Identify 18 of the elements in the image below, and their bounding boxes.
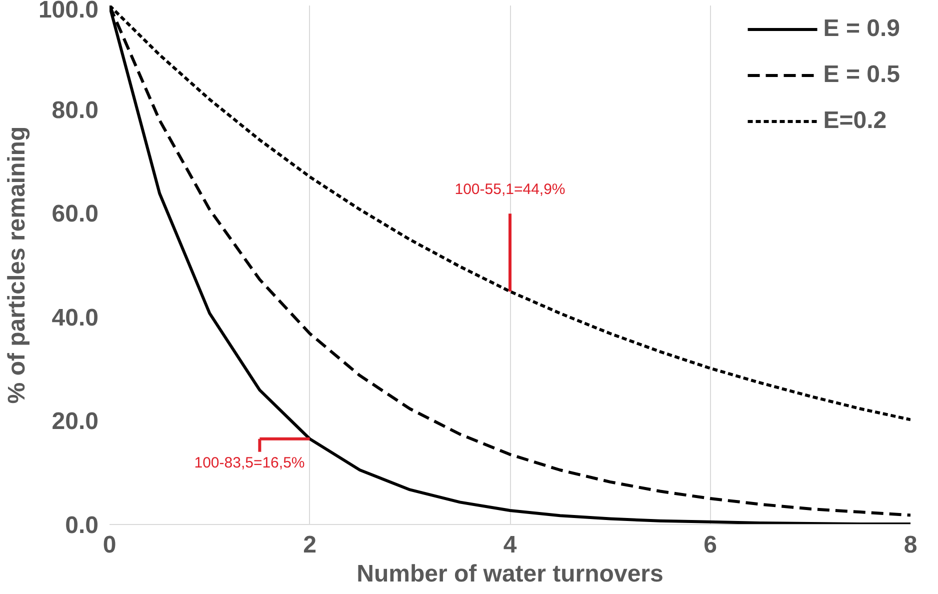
y-tick-label: 20.0 bbox=[52, 408, 99, 436]
x-tick-label: 4 bbox=[503, 532, 518, 558]
x-tick-label: 6 bbox=[704, 532, 717, 558]
x-tick-label: 0 bbox=[102, 532, 116, 558]
legend-label: E = 0.5 bbox=[823, 61, 900, 89]
x-axis-title: Number of water turnovers bbox=[356, 560, 664, 588]
legend-label: E = 0.9 bbox=[823, 15, 900, 43]
legend-label: E=0.2 bbox=[823, 107, 887, 135]
y-tick-label: 40.0 bbox=[52, 304, 99, 332]
x-tick-label: 8 bbox=[904, 532, 918, 558]
y-tick-label: 80.0 bbox=[52, 96, 99, 124]
annotation: 100-55,1=44,9% bbox=[454, 181, 566, 198]
y-tick-label: 100.0 bbox=[38, 0, 99, 24]
x-tick-label: 2 bbox=[303, 532, 316, 558]
y-axis-title: % of particles remaining bbox=[3, 126, 30, 404]
y-tick-label: 60.0 bbox=[52, 200, 99, 228]
annotation: 100-83,5=16,5% bbox=[194, 454, 305, 472]
y-tick-label: 0.0 bbox=[65, 512, 99, 539]
